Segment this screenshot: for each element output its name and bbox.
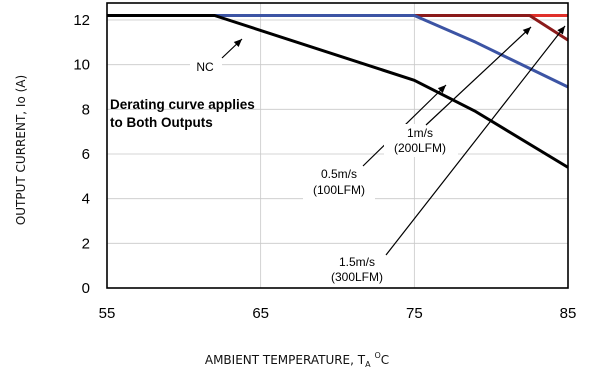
arrow-1-5ms <box>385 25 566 256</box>
series-lines <box>107 14 569 169</box>
arrow-nc-head <box>233 39 242 48</box>
x-axis-title: AMBIENT TEMPERATURE, TAOC <box>205 351 389 369</box>
y-tick-label-6: 6 <box>82 146 90 163</box>
derating-note-line-2: to Both Outputs <box>110 115 213 130</box>
annotation-1ms-bg <box>384 124 458 157</box>
annotation-1ms-line-2: (200LFM) <box>394 141 446 155</box>
y-tick-label-2: 2 <box>82 235 90 252</box>
series-line-2 <box>107 14 569 42</box>
x-tick-label-55: 55 <box>99 305 116 322</box>
x-tick-label-65: 65 <box>252 305 269 322</box>
annotation-0-5ms-line-1: 0.5m/s <box>321 167 357 181</box>
y-tick-label-12: 12 <box>73 12 90 29</box>
annotation-nc-bg <box>190 58 222 75</box>
annotations: NC 0.5m/s (100LFM) 1m/s(200LFM) 1.5m/s(300LF… <box>110 25 566 288</box>
annotation-1-5ms-line-2: (300LFM) <box>331 270 383 284</box>
annotation-1-5ms-bg <box>322 252 396 288</box>
series-line-0 <box>107 14 569 169</box>
y-tick-label-8: 8 <box>82 101 90 118</box>
arrow-1ms <box>425 26 532 126</box>
y-axis-title: OUTPUT CURRENT, Io (A) <box>14 75 28 225</box>
arrow-1-5ms-head <box>557 26 565 35</box>
derating-note-line-1: Derating curve applies <box>110 97 255 112</box>
annotation-0-5ms-line-2: (100LFM) <box>313 183 365 197</box>
plot-frame <box>106 2 569 289</box>
y-tick-label-10: 10 <box>73 57 90 74</box>
arrow-0-5ms-head <box>437 85 446 94</box>
x-tick-label-75: 75 <box>406 305 423 322</box>
arrow-1ms-head <box>522 27 531 36</box>
tick-labels: 0 2 4 6 8 10 12 55 65 75 85 <box>73 12 576 322</box>
y-tick-label-0: 0 <box>82 280 90 297</box>
grid-lines <box>107 3 568 288</box>
annotation-1-5ms-line-1: 1.5m/s <box>339 255 375 269</box>
annotation-0-5ms-bg <box>303 165 375 201</box>
series-line-1 <box>107 14 569 89</box>
y-tick-label-4: 4 <box>82 191 90 208</box>
annotation-1ms-line-1: 1m/s <box>407 126 433 140</box>
annotation-nc-line-1: NC <box>196 60 214 74</box>
x-tick-label-85: 85 <box>560 305 577 322</box>
